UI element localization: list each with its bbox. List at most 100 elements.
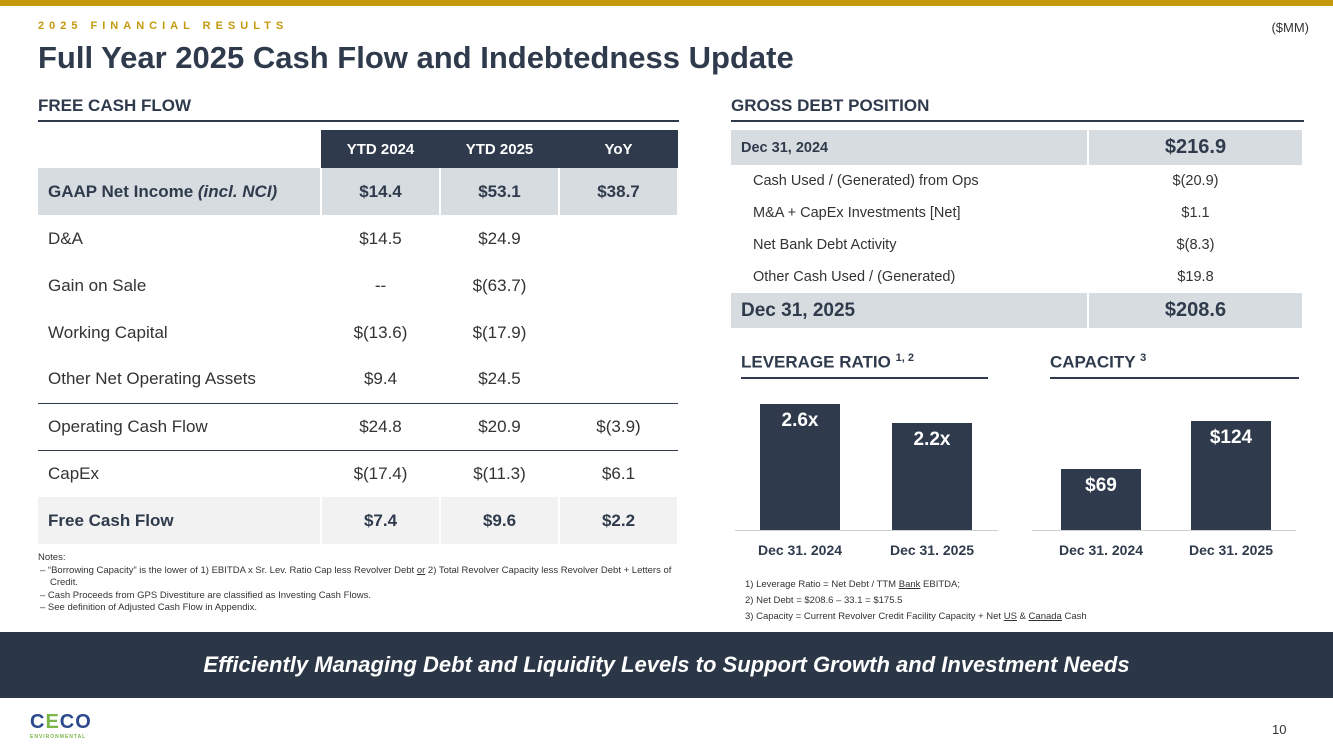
table-row: Working Capital $(13.6) $(17.9) [38,309,678,356]
fcf-section-title: FREE CASH FLOW [38,96,679,122]
row-label: Gain on Sale [48,275,147,295]
table-row: Other Net Operating Assets $9.4 $24.5 [38,356,678,403]
cell: $216.9 [1088,130,1304,165]
x-tick-label: Dec 31. 2024 [1058,542,1144,558]
data-label: 2.2x [913,429,951,451]
cell: $1.1 [1181,205,1210,221]
note-item: – See definition of Adjusted Cash Flow i… [40,602,258,613]
leverage-title: LEVERAGE RATIO 1, 2 [741,352,988,379]
data-label: 2.6x [781,410,819,431]
cell: $24.8 [321,402,440,450]
row-label: GAAP Net Income (incl. NCI) [38,168,322,215]
cell: $9.6 [440,497,560,544]
cell [559,356,678,403]
table-row: Net Bank Debt Activity $(8.3) [731,229,1303,261]
cell: $(3.9) [559,402,678,450]
notes: Notes: – “Borrowing Capacity” is the low… [38,552,678,615]
cell: $6.1 [559,449,678,497]
chart-baseline [1032,530,1296,531]
table-row: Free Cash Flow $7.4 $9.6 $2.2 [38,497,679,544]
cell: $53.1 [440,168,560,215]
row-label: Dec 31, 2024 [731,130,1089,165]
table-row: Gain on Sale -- $(63.7) [38,262,678,309]
footnote: 3) Capacity = Current Revolver Credit Fa… [745,611,1087,622]
table-row: Dec 31, 2025 $208.6 [731,293,1304,328]
cell [559,215,678,262]
table-row: CapEx $(17.4) $(11.3) $6.1 [38,449,678,497]
debt-section-title: GROSS DEBT POSITION [731,96,1304,122]
note-item: – “Borrowing Capacity” is the lower of 1… [40,564,672,589]
cell: $19.8 [1177,269,1214,285]
cell: $2.2 [559,497,679,544]
bar: 2.2x [892,423,972,530]
banner: Efficiently Managing Debt and Liquidity … [0,632,1333,698]
data-label: $124 [1209,427,1253,448]
units-label: ($MM) [1271,20,1309,35]
cell: $(17.4) [321,449,440,497]
cell: $14.5 [359,228,402,248]
free-cash-flow-table: YTD 2024 YTD 2025 YoY GAAP Net Income (i… [38,130,679,544]
cell: $38.7 [559,168,679,215]
page-number: 10 [1272,722,1287,737]
footnote: 2) Net Debt = $208.6 – 33.1 = $175.5 [745,595,903,606]
cell: $(20.9) [1172,173,1219,189]
cell: $20.9 [440,402,559,450]
top-accent-bar [0,0,1333,6]
row-label: Other Cash Used / (Generated) [753,269,956,285]
row-label: D&A [48,228,83,248]
table-row: M&A + CapEx Investments [Net] $1.1 [731,197,1303,229]
cell [559,309,678,356]
data-label: $69 [1085,475,1117,497]
row-label: Free Cash Flow [38,497,322,544]
capacity-chart: $69 Dec 31. 2024 $124 Dec 31. 2025 [1032,390,1296,570]
footnotes: 1) Leverage Ratio = Net Debt / TTM Bank … [745,577,1087,625]
column-header: YTD 2024 [321,130,440,168]
row-label: Dec 31, 2025 [731,293,1089,328]
table-row: Other Cash Used / (Generated) $19.8 [731,261,1303,293]
column-header: YTD 2025 [440,130,559,168]
cell: $(17.9) [472,322,527,342]
cell: $24.9 [478,228,521,248]
cell: $(13.6) [353,322,408,342]
x-tick-label: Dec 31. 2025 [889,542,975,558]
table-header-row: YTD 2024 YTD 2025 YoY [38,130,678,168]
gross-debt-table: Dec 31, 2024 $216.9 Cash Used / (Generate… [731,130,1304,328]
row-label: Cash Used / (Generated) from Ops [753,173,979,189]
cell: $14.4 [321,168,441,215]
row-label: Other Net Operating Assets [48,369,256,389]
x-tick-label: Dec 31. 2025 [1188,542,1274,558]
bar: $124 [1191,421,1271,530]
x-tick-label: Dec 31. 2024 [757,542,843,558]
row-label: M&A + CapEx Investments [Net] [753,205,961,221]
cell: $24.5 [478,369,521,389]
capacity-title: CAPACITY 3 [1050,352,1299,379]
table-row: Operating Cash Flow $24.8 $20.9 $(3.9) [38,402,678,450]
footnote: 1) Leverage Ratio = Net Debt / TTM Bank … [745,579,960,590]
table-row: Dec 31, 2024 $216.9 [731,130,1304,165]
chart-baseline [735,530,998,531]
cell [559,262,678,309]
column-header: YoY [559,130,678,168]
kicker: 2025 FINANCIAL RESULTS [38,20,289,32]
leverage-chart: 2.6x Dec 31. 2024 2.2x Dec 31. 2025 [735,390,998,570]
cell: $(8.3) [1176,237,1215,253]
page-title: Full Year 2025 Cash Flow and Indebtednes… [38,40,794,75]
table-row: GAAP Net Income (incl. NCI) $14.4 $53.1 $38… [38,168,679,215]
bar: 2.6x [760,404,840,530]
cell: $7.4 [321,497,441,544]
notes-title: Notes: [38,552,66,563]
row-label: Operating Cash Flow [38,402,321,450]
cell: $9.4 [363,369,398,389]
table-row: Cash Used / (Generated) from Ops $(20.9) [731,165,1303,197]
cell: $(63.7) [472,275,527,295]
note-item: – Cash Proceeds from GPS Divestiture are… [40,589,372,601]
column-header [38,130,321,168]
fcf-section-label: FREE CASH FLOW [38,96,191,115]
row-label: CapEx [38,449,321,497]
cell: $208.6 [1088,293,1304,328]
bar: $69 [1061,469,1141,530]
table-row: D&A $14.5 $24.9 [38,215,678,262]
row-label: Working Capital [48,322,168,342]
ceco-logo: CECO ENVIRONMENTAL [30,711,92,740]
cell: $(11.3) [440,449,559,497]
